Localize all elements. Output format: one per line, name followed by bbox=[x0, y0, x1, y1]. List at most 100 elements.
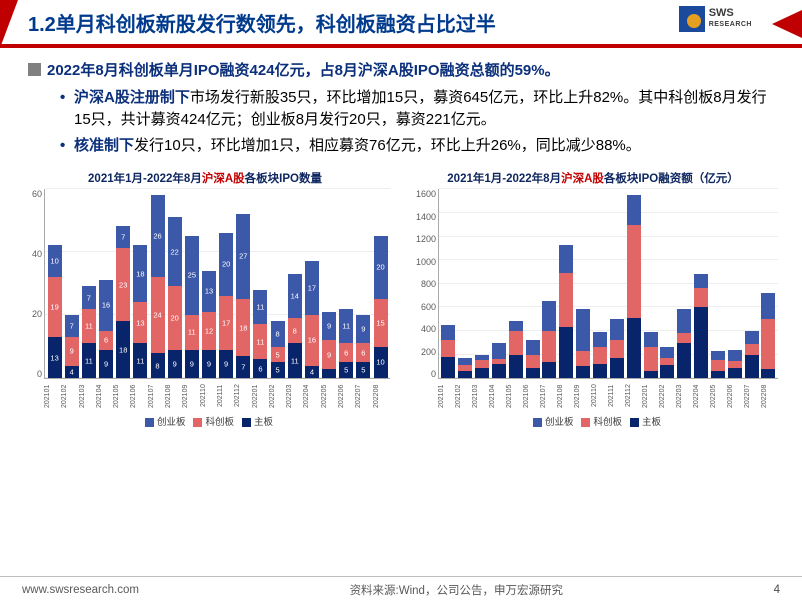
bar-seg-创业板 bbox=[677, 309, 691, 333]
legend-label: 创业板 bbox=[545, 417, 574, 428]
x-tick: 202206 bbox=[727, 380, 744, 412]
x-tick: 202104 bbox=[96, 380, 113, 412]
bar-seg-创业板 bbox=[542, 301, 556, 331]
bar-seg-创业板 bbox=[559, 245, 573, 272]
ct-l-b: 各板块IPO数量 bbox=[245, 173, 322, 185]
bar-seg-创业板: 17 bbox=[305, 261, 319, 315]
bar-column: 11 11 6 bbox=[253, 290, 268, 379]
bar-value: 12 bbox=[202, 326, 216, 335]
bar-column bbox=[744, 331, 759, 378]
y-tick: 40 bbox=[20, 249, 42, 259]
bar-value: 8 bbox=[288, 326, 302, 335]
bar-column bbox=[542, 301, 557, 378]
bar-column bbox=[677, 309, 692, 378]
bar-value: 11 bbox=[288, 356, 302, 365]
x-tick: 202103 bbox=[79, 380, 96, 412]
bar-column bbox=[475, 355, 490, 379]
bar-value: 9 bbox=[168, 360, 182, 369]
bar-value: 6 bbox=[356, 348, 370, 357]
y-tick: 1400 bbox=[408, 212, 436, 222]
bar-value: 18 bbox=[236, 323, 250, 332]
bar-seg-科创板: 8 bbox=[288, 318, 302, 343]
bar-seg-主板 bbox=[576, 366, 590, 378]
legend-swatch bbox=[193, 418, 202, 427]
bar-column: 1165 bbox=[339, 309, 354, 379]
bar-seg-创业板 bbox=[492, 343, 506, 360]
bar-seg-科创板 bbox=[660, 358, 674, 365]
bar-seg-创业板: 11 bbox=[253, 290, 267, 325]
ct-r-red: 沪深A股 bbox=[561, 173, 604, 185]
bar-seg-科创板 bbox=[441, 340, 455, 357]
x-tick: 202109 bbox=[182, 380, 199, 412]
bar-seg-主板 bbox=[728, 368, 742, 378]
y-axis-left: 6040200 bbox=[20, 189, 44, 379]
bar-seg-主板 bbox=[677, 343, 691, 379]
bar-column: 855 bbox=[270, 321, 285, 378]
bar-seg-科创板 bbox=[711, 360, 725, 371]
bar-seg-创业板 bbox=[761, 293, 775, 319]
x-tick: 202110 bbox=[200, 380, 217, 412]
bar-value: 9 bbox=[219, 360, 233, 369]
logo-mark bbox=[679, 6, 705, 32]
bar-value: 9 bbox=[322, 322, 336, 331]
bar-value: 9 bbox=[322, 350, 336, 359]
bar-seg-主板 bbox=[492, 364, 506, 378]
bar-column bbox=[711, 351, 726, 378]
bar-column bbox=[525, 340, 540, 378]
bar-seg-主板: 4 bbox=[305, 366, 319, 379]
x-tick: 202105 bbox=[113, 380, 130, 412]
bar-column bbox=[694, 274, 709, 379]
chart-right: 16001400120010008006004002000 bbox=[408, 189, 778, 379]
x-tick: 202206 bbox=[338, 380, 355, 412]
bar-column bbox=[761, 293, 776, 379]
bar-value: 4 bbox=[65, 367, 79, 376]
x-tick: 202107 bbox=[540, 380, 557, 412]
bar-value: 5 bbox=[271, 366, 285, 375]
bar-seg-主板: 4 bbox=[65, 366, 79, 379]
bar-seg-科创板 bbox=[761, 319, 775, 369]
bar-seg-科创板: 11 bbox=[253, 324, 267, 359]
bar-column: 965 bbox=[356, 315, 371, 378]
bar-value: 11 bbox=[253, 337, 267, 346]
bar-seg-科创板 bbox=[593, 347, 607, 364]
y-tick: 20 bbox=[20, 309, 42, 319]
bar-value: 16 bbox=[305, 336, 319, 345]
bar-seg-主板 bbox=[761, 369, 775, 378]
bar-seg-科创板: 15 bbox=[374, 299, 388, 347]
chart-right-block: 2021年1月-2022年8月沪深A股各板块IPO融资额（亿元） 1600140… bbox=[408, 170, 778, 428]
bar-seg-主板 bbox=[660, 365, 674, 378]
legend-label: 主板 bbox=[254, 417, 273, 428]
x-tick: 202204 bbox=[303, 380, 320, 412]
x-tick: 202109 bbox=[574, 380, 591, 412]
bar-seg-主板: 6 bbox=[253, 359, 267, 378]
bar-seg-科创板 bbox=[509, 331, 523, 355]
x-tick: 202112 bbox=[234, 380, 251, 412]
ct-r-b: 各板块IPO融资额（亿元） bbox=[604, 173, 739, 185]
plot-left: 1019137947111116697231818131126248222092… bbox=[44, 189, 390, 379]
x-tick: 202111 bbox=[217, 380, 234, 412]
bar-seg-科创板: 20 bbox=[168, 286, 182, 349]
bar-seg-主板 bbox=[745, 355, 759, 379]
y-tick: 60 bbox=[20, 189, 42, 199]
bar-value: 18 bbox=[133, 269, 147, 278]
bar-seg-创业板 bbox=[745, 331, 759, 344]
legend-swatch bbox=[630, 418, 639, 427]
bar-column bbox=[576, 309, 591, 378]
bar-seg-创业板 bbox=[627, 195, 641, 225]
bullet-item: 沪深A股注册制下市场发行新股35只，环比增加15只，募资645亿元，环比上升82… bbox=[60, 87, 774, 131]
bar-seg-科创板 bbox=[576, 351, 590, 366]
bar-value: 7 bbox=[65, 322, 79, 331]
x-tick: 202201 bbox=[642, 380, 659, 412]
bar-value: 8 bbox=[271, 329, 285, 338]
bar-seg-主板 bbox=[559, 327, 573, 378]
bar-seg-主板: 9 bbox=[99, 350, 113, 379]
bar-column: 201510 bbox=[373, 236, 388, 378]
x-tick: 202105 bbox=[506, 380, 523, 412]
bar-seg-科创板: 11 bbox=[82, 309, 96, 344]
bar-seg-创业板 bbox=[576, 309, 590, 351]
bar-value: 24 bbox=[151, 310, 165, 319]
slide-header: 1.2单月科创板新股发行数领先，科创板融资占比过半 SWS RESEARCH bbox=[0, 0, 802, 48]
bar-seg-科创板: 11 bbox=[185, 315, 199, 350]
bar-seg-创业板: 27 bbox=[236, 214, 250, 300]
bar-value: 17 bbox=[219, 318, 233, 327]
